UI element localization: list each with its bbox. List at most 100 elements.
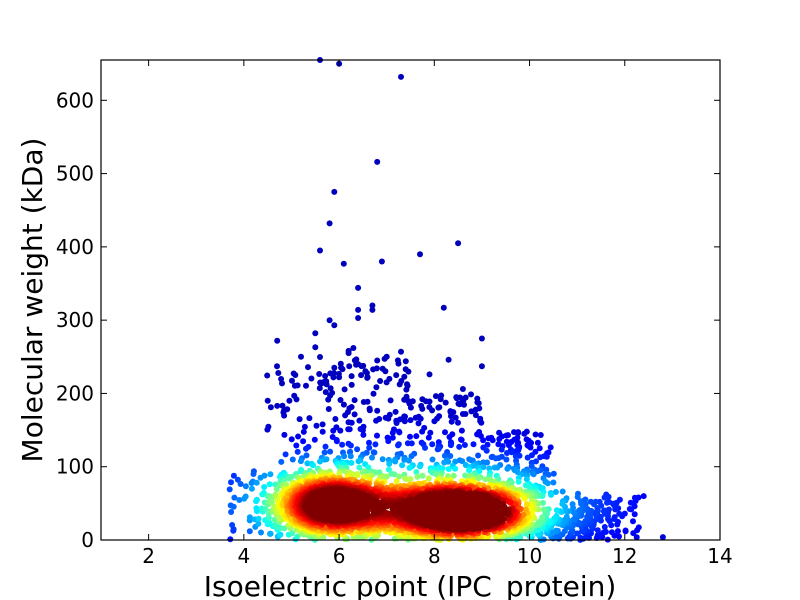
scatter-point bbox=[521, 495, 528, 502]
scatter-point bbox=[408, 440, 415, 447]
scatter-point bbox=[640, 493, 647, 500]
scatter-point bbox=[300, 428, 307, 435]
scatter-point bbox=[297, 468, 304, 475]
scatter-point bbox=[407, 404, 414, 411]
scatter-point bbox=[417, 463, 423, 470]
scatter-point bbox=[393, 478, 400, 485]
scatter-point bbox=[614, 528, 621, 535]
scatter-point bbox=[478, 419, 485, 426]
scatter-point bbox=[535, 519, 542, 525]
scatter-point bbox=[366, 407, 373, 414]
scatter-point bbox=[472, 412, 479, 419]
scatter-point bbox=[227, 536, 234, 543]
scatter-point bbox=[392, 408, 399, 415]
scatter-point bbox=[317, 354, 323, 360]
scatter-point bbox=[437, 396, 444, 403]
scatter-point bbox=[337, 427, 344, 434]
scatter-point bbox=[337, 397, 344, 403]
scatter-point bbox=[532, 431, 539, 438]
scatter-point bbox=[321, 449, 328, 456]
scatter-point bbox=[349, 471, 356, 478]
scatter-point bbox=[366, 444, 373, 451]
scatter-point bbox=[418, 481, 425, 488]
scatter-point bbox=[480, 464, 487, 471]
scatter-point bbox=[303, 452, 310, 459]
scatter-point bbox=[550, 470, 557, 477]
scatter-point bbox=[459, 386, 466, 392]
scatter-point bbox=[348, 373, 355, 380]
scatter-point bbox=[330, 374, 337, 381]
scatter-point bbox=[417, 415, 424, 422]
scatter-point bbox=[542, 470, 549, 477]
scatter-point bbox=[447, 442, 454, 449]
scatter-point bbox=[297, 458, 304, 465]
scatter-point bbox=[267, 404, 274, 411]
scatter-point bbox=[405, 368, 412, 375]
scatter-point bbox=[504, 465, 511, 472]
scatter-point bbox=[458, 427, 465, 434]
scatter-point bbox=[341, 386, 348, 393]
scatter-point bbox=[250, 471, 257, 477]
scatter-point bbox=[356, 417, 363, 424]
scatter-point bbox=[355, 284, 362, 291]
scatter-point bbox=[594, 527, 601, 534]
scatter-point bbox=[434, 446, 441, 453]
scatter-point bbox=[574, 494, 581, 500]
scatter-point bbox=[303, 382, 309, 389]
scatter-point bbox=[278, 458, 285, 465]
scatter-point bbox=[310, 462, 316, 469]
scatter-point bbox=[553, 507, 560, 514]
scatter-point bbox=[461, 442, 468, 448]
scatter-point bbox=[459, 411, 466, 417]
scatter-point bbox=[374, 158, 381, 165]
scatter-point bbox=[253, 479, 260, 486]
scatter-point bbox=[521, 430, 528, 437]
scatter-point bbox=[549, 529, 556, 536]
scatter-point bbox=[228, 509, 235, 515]
scatter-point bbox=[407, 433, 413, 440]
scatter-point bbox=[631, 511, 638, 518]
scatter-point bbox=[626, 506, 633, 512]
scatter-point bbox=[360, 431, 367, 438]
scatter-point bbox=[496, 436, 503, 442]
scatter-point bbox=[369, 302, 376, 309]
scatter-point bbox=[401, 373, 408, 380]
scatter-point bbox=[370, 366, 377, 373]
scatter-point bbox=[295, 433, 302, 440]
scatter-point bbox=[229, 522, 236, 528]
scatter-point bbox=[431, 418, 438, 425]
scatter-point bbox=[370, 390, 377, 397]
scatter-point bbox=[236, 497, 243, 503]
scatter-point bbox=[373, 384, 380, 391]
scatter-point bbox=[242, 493, 249, 500]
scatter-point bbox=[466, 467, 472, 474]
scatter-point bbox=[475, 452, 482, 459]
scatter-point bbox=[604, 499, 610, 506]
scatter-point bbox=[364, 374, 371, 381]
scatter-point bbox=[550, 479, 557, 486]
scatter-point bbox=[587, 498, 594, 505]
scatter-point bbox=[264, 372, 271, 379]
scatter-point bbox=[492, 455, 499, 462]
scatter-point bbox=[353, 361, 360, 368]
scatter-point bbox=[366, 439, 372, 446]
scatter-point bbox=[459, 458, 466, 465]
scatter-point bbox=[382, 368, 389, 375]
scatter-point bbox=[341, 453, 348, 460]
scatter-point bbox=[332, 416, 339, 422]
scatter-point bbox=[347, 453, 354, 460]
scatter-point bbox=[346, 363, 353, 370]
scatter-point bbox=[406, 464, 413, 471]
scatter-point bbox=[527, 444, 534, 451]
scatter-point bbox=[536, 445, 543, 452]
scatter-point bbox=[230, 503, 237, 510]
scatter-point bbox=[458, 437, 465, 443]
scatter-point bbox=[253, 496, 260, 503]
scatter-point bbox=[273, 486, 280, 493]
scatter-point bbox=[277, 531, 284, 538]
scatter-point bbox=[248, 485, 255, 492]
scatter-point bbox=[630, 518, 636, 525]
scatter-point bbox=[351, 397, 358, 404]
scatter-point bbox=[355, 315, 362, 321]
